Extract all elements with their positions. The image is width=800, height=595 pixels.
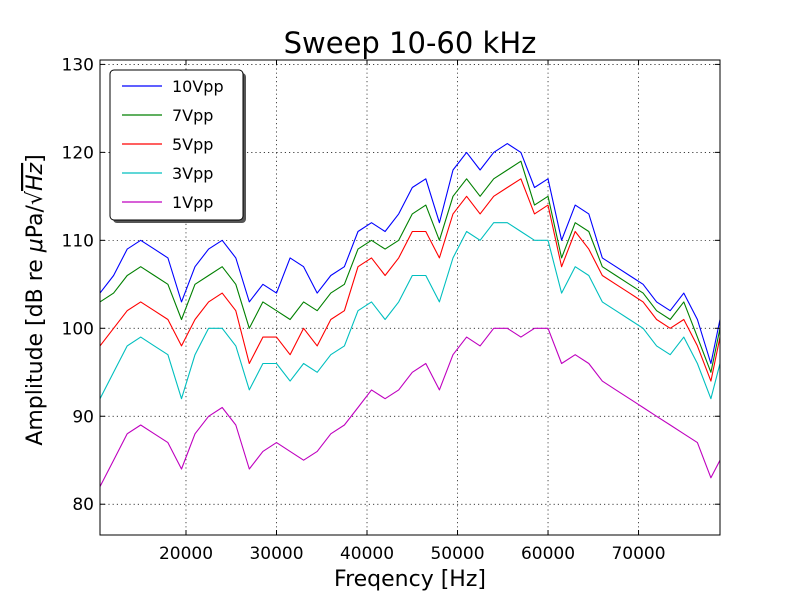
x-tick-label: 50000 — [430, 544, 484, 564]
x-tick-label: 20000 — [159, 544, 213, 564]
y-axis-label-hz: Hz — [23, 162, 48, 191]
plot-frame — [99, 59, 721, 536]
series-group — [99, 143, 721, 487]
y-tick-label: 90 — [72, 407, 94, 427]
legend-label-10vpp: 10Vpp — [172, 77, 224, 96]
y-axis-label-mu: μ — [23, 238, 48, 253]
y-axis-label-suffix: ] — [23, 154, 48, 163]
series-line-7vpp — [99, 160, 721, 373]
y-axis-label-sqrt: √ — [23, 190, 48, 205]
legend-label-5vpp: 5Vpp — [172, 135, 213, 154]
legend-box — [109, 69, 244, 221]
axis-ticks: 20000 30000 40000 50000 60000 70000 80 90 100 110… — [62, 55, 720, 564]
y-tick-label: 80 — [72, 495, 94, 515]
series-line-5vpp — [99, 178, 721, 382]
series-line-10vpp — [99, 143, 721, 365]
legend-entries: 10Vpp 7Vpp 5Vpp 3Vpp 1Vpp — [122, 77, 224, 212]
y-tick-label: 100 — [62, 319, 94, 339]
y-tick-label: 110 — [62, 231, 94, 251]
y-axis-label: Amplitude [dB re μPa/√Hz] — [23, 154, 48, 445]
x-tick-label: 30000 — [249, 544, 303, 564]
y-axis-label-prefix: Amplitude [dB re — [23, 252, 48, 445]
y-axis-label-unit: Pa/ — [23, 204, 48, 238]
legend-label-7vpp: 7Vpp — [172, 106, 213, 125]
x-tick-label: 70000 — [611, 544, 665, 564]
legend: 10Vpp 7Vpp 5Vpp 3Vpp 1Vpp — [109, 69, 246, 223]
legend-label-3vpp: 3Vpp — [172, 164, 213, 183]
chart-title: Sweep 10-60 kHz — [284, 26, 537, 60]
x-tick-label: 60000 — [521, 544, 575, 564]
y-tick-label: 130 — [62, 55, 94, 75]
series-line-3vpp — [99, 222, 721, 400]
y-tick-label: 120 — [62, 143, 94, 163]
x-tick-label: 40000 — [340, 544, 394, 564]
legend-label-1vpp: 1Vpp — [172, 193, 213, 212]
x-axis-label: Freqency [Hz] — [334, 567, 486, 592]
series-line-1vpp — [99, 327, 721, 487]
